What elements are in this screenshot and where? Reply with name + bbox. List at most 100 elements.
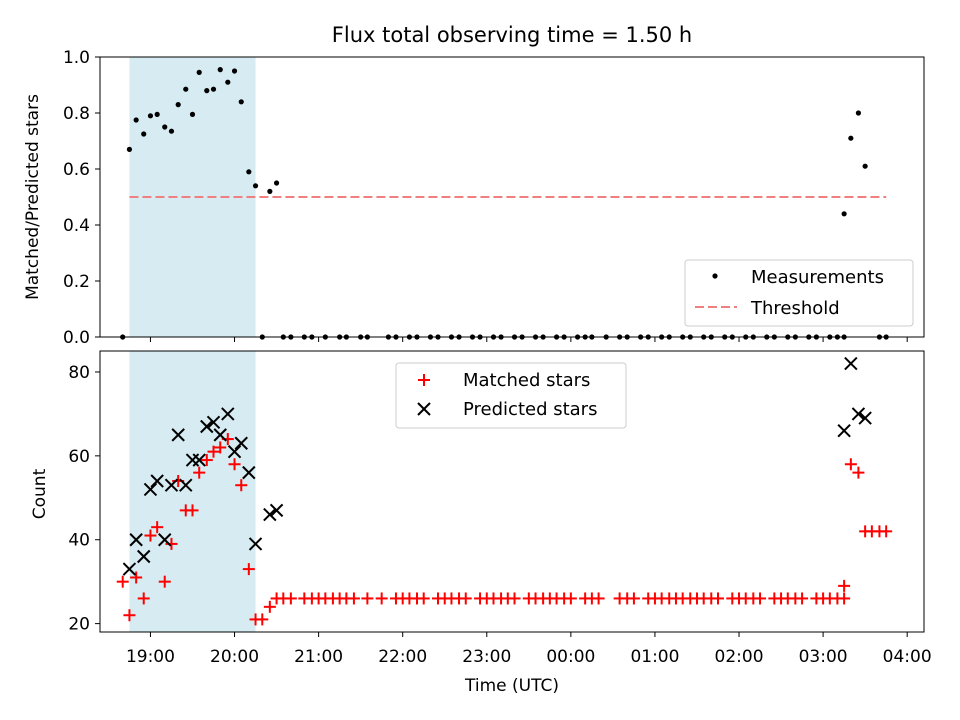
matched-star-point [158, 575, 171, 588]
measurement-point [217, 67, 223, 73]
matched-star-point [116, 575, 129, 588]
predicted-star-point [179, 478, 193, 492]
top-legend: Measurements Threshold [684, 259, 914, 327]
measurement-point [204, 88, 210, 94]
bottom-y-tick-label: 80 [68, 363, 90, 383]
measurement-point [175, 102, 181, 108]
measurement-point [267, 188, 273, 194]
matched-star-point [838, 579, 851, 592]
matched-star-point [375, 592, 388, 605]
top-y-tick-label: 0.0 [63, 328, 90, 348]
measurement-point [848, 135, 854, 141]
predicted-star-point [242, 465, 256, 480]
measurement-point [126, 146, 133, 152]
matched-star-point [417, 592, 430, 605]
measurement-point [210, 86, 217, 92]
top-y-tick-label: 0.8 [63, 104, 90, 124]
bottom-x-tick-label: 21:00 [294, 647, 343, 667]
bottom-panel: 20 40 60 80 19:00 20:00 21:00 22:00 23:00 00:00 01… [30, 350, 932, 696]
top-y-tick-label: 0.2 [63, 272, 90, 292]
matched-star-point [242, 563, 255, 576]
matched-star-point [796, 592, 809, 605]
legend-measurements-marker [712, 273, 718, 279]
predicted-star-point [206, 415, 221, 430]
bottom-x-tick-label: 23:00 [462, 647, 511, 667]
measurement-point [147, 113, 154, 119]
predicted-star-point [837, 423, 851, 438]
legend-matched-marker [418, 374, 430, 386]
bottom-x-tick-label: 02:00 [715, 647, 764, 667]
matched-star-point [838, 592, 851, 605]
measurement-point [231, 68, 238, 74]
matched-star-point [754, 592, 767, 605]
bottom-y-tick-label: 40 [68, 531, 90, 551]
matched-star-point [459, 592, 472, 605]
matched-star-point [130, 571, 143, 584]
top-legend-box [684, 259, 914, 327]
matched-star-point [214, 441, 227, 454]
bottom-x-tick-label: 01:00 [630, 647, 679, 667]
measurement-point [141, 131, 147, 137]
predicted-star-point [192, 453, 206, 467]
measurement-point [273, 180, 280, 186]
top-axes-frame [99, 56, 925, 338]
bottom-x-tick-label: 22:00 [378, 647, 427, 667]
predicted-star-point [248, 537, 263, 551]
legend-measurements-label: Measurements [751, 267, 884, 288]
bottom-highlight-span [129, 351, 256, 632]
matched-star-point [263, 600, 276, 613]
predicted-star-point [122, 562, 137, 576]
measurement-point [133, 117, 139, 123]
predicted-star-point [234, 436, 248, 450]
matched-star-point [564, 592, 577, 605]
matched-star-point [627, 592, 640, 605]
measurement-point [238, 99, 244, 105]
measurement-point [841, 211, 847, 217]
matched-star-point [852, 466, 865, 479]
legend-predicted-label: Predicted stars [463, 399, 597, 420]
measurement-point [168, 128, 175, 134]
matched-star-point [228, 458, 241, 471]
matched-star-point [592, 592, 605, 605]
matched-star-point [207, 445, 220, 458]
measurement-point [183, 86, 189, 92]
measurement-point [162, 124, 168, 130]
predicted-star-point [164, 478, 179, 492]
bottom-y-axis-label: Count [30, 468, 50, 519]
bottom-x-tick-label: 04:00 [883, 647, 932, 667]
predicted-star-point [129, 533, 143, 547]
bottom-x-tick-label: 20:00 [210, 647, 259, 667]
predicted-star-point [263, 507, 277, 522]
predicted-star-point [858, 411, 872, 425]
matched-star-point [165, 537, 178, 550]
predicted-star-point [213, 428, 227, 442]
top-y-axis-label: Matched/Predicted stars [23, 94, 43, 300]
predicted-star-point [227, 444, 242, 459]
matched-star-point [144, 529, 157, 542]
predicted-star-point [844, 356, 858, 371]
predicted-star-point [200, 419, 214, 434]
matched-star-point [844, 458, 857, 471]
matched-star-point [347, 592, 360, 605]
legend-matched-label: Matched stars [463, 370, 590, 391]
predicted-star-point [137, 549, 151, 564]
measurement-point [252, 183, 259, 189]
bottom-axes-frame [99, 350, 925, 633]
measurement-point [189, 111, 196, 117]
matched-star-point [186, 504, 199, 517]
matched-star-point [137, 592, 150, 605]
bottom-legend-box [395, 362, 627, 429]
bottom-legend: Matched stars Predicted stars [395, 362, 627, 429]
matched-star-point [151, 521, 164, 534]
x-axis-label: Time (UTC) [464, 676, 559, 696]
predicted-star-point [143, 482, 158, 497]
matched-star-point [193, 466, 206, 479]
matched-star-point [880, 525, 893, 538]
matched-star-point [123, 609, 136, 622]
bottom-x-tick-label: 19:00 [126, 647, 175, 667]
predicted-star-point [221, 407, 235, 421]
top-y-tick-label: 1.0 [63, 48, 90, 68]
measurement-point [862, 163, 868, 169]
measurement-point [196, 69, 202, 75]
predicted-star-point [150, 474, 164, 488]
